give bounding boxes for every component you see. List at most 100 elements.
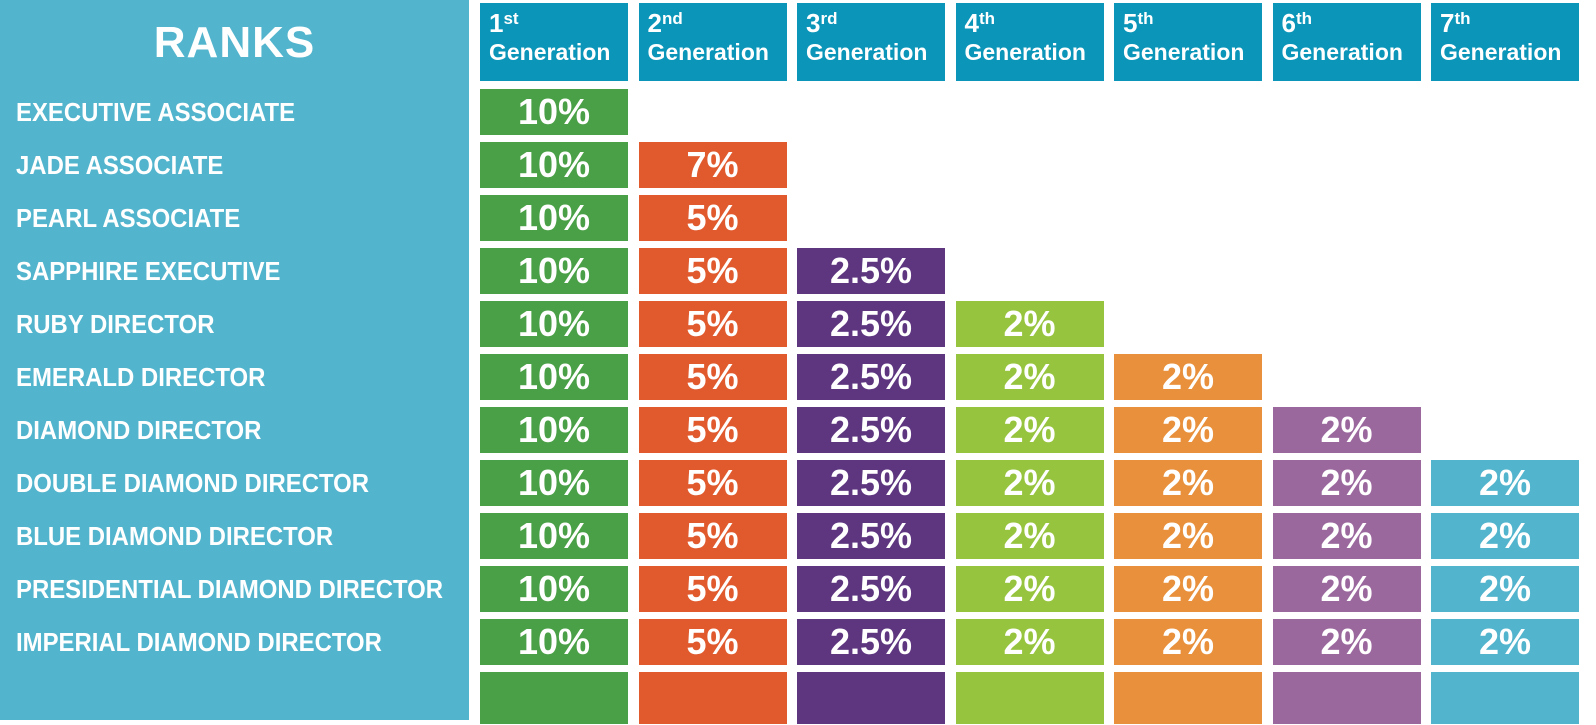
footer-color-block — [1114, 672, 1262, 724]
commission-cell: 5% — [638, 301, 787, 347]
ordinal-number: 1 — [489, 8, 504, 38]
generation-word: Generation — [647, 39, 769, 65]
ranks-sidebar: RANKS EXECUTIVE ASSOCIATE JADE ASSOCIATE P… — [0, 0, 469, 720]
commission-cell: 10% — [480, 460, 628, 506]
rank-label: PRESIDENTIAL DIAMOND DIRECTOR — [16, 574, 444, 604]
commission-cell: 2.5% — [797, 566, 945, 612]
commission-cell: 2% — [1431, 460, 1579, 506]
commission-cell: 5% — [638, 354, 787, 400]
commission-cell: 2% — [955, 301, 1104, 347]
commission-cell: 2% — [955, 619, 1104, 665]
commission-cell: 2.5% — [797, 407, 945, 453]
generation-word: Generation — [1440, 39, 1562, 65]
rank-label: SAPPHIRE EXECUTIVE — [16, 256, 281, 286]
generation-header: 1st Generation — [480, 3, 628, 81]
ordinal-suffix: rd — [820, 9, 838, 28]
commission-cell: 2.5% — [797, 354, 945, 400]
generation-word: Generation — [1123, 39, 1245, 65]
commission-cell: 5% — [638, 248, 787, 294]
commission-cell: 5% — [638, 407, 787, 453]
ordinal-suffix: nd — [661, 9, 683, 28]
rank-label: DIAMOND DIRECTOR — [16, 415, 262, 445]
commission-cell: 10% — [480, 354, 628, 400]
commission-cell: 2% — [1114, 460, 1262, 506]
ordinal-number: 7 — [1440, 8, 1455, 38]
commission-cell: 2% — [955, 460, 1104, 506]
commission-cell: 2% — [955, 407, 1104, 453]
generation-ordinal: 3rd — [806, 9, 945, 37]
rank-label: RUBY DIRECTOR — [16, 309, 215, 339]
footer-color-block — [638, 672, 787, 724]
commission-cell: 10% — [480, 89, 628, 135]
commission-cell: 2% — [1272, 407, 1421, 453]
commission-cell: 2% — [1114, 619, 1262, 665]
commission-cell: 2% — [955, 513, 1104, 559]
generation-word: Generation — [1281, 39, 1403, 65]
generation-header: 6th Generation — [1272, 3, 1421, 81]
generation-header: 3rd Generation — [797, 3, 945, 81]
ordinal-suffix: th — [1137, 9, 1154, 28]
commission-cell: 2% — [1431, 619, 1579, 665]
commission-cell: 10% — [480, 513, 628, 559]
ordinal-number: 3 — [806, 8, 821, 38]
ordinal-number: 2 — [647, 8, 662, 38]
footer-color-block — [797, 672, 945, 724]
rank-label: DOUBLE DIAMOND DIRECTOR — [16, 468, 370, 498]
generation-word: Generation — [806, 39, 928, 65]
rank-label: PEARL ASSOCIATE — [16, 203, 241, 233]
rank-label: IMPERIAL DIAMOND DIRECTOR — [16, 627, 382, 657]
commission-cell: 2% — [1114, 566, 1262, 612]
commission-cell: 2% — [1114, 407, 1262, 453]
generation-header: 2nd Generation — [638, 3, 787, 81]
commission-cell: 2.5% — [797, 513, 945, 559]
commission-cell: 2% — [1114, 354, 1262, 400]
commission-cell: 2% — [1272, 460, 1421, 506]
ordinal-number: 4 — [964, 8, 979, 38]
commission-cell: 2% — [1431, 566, 1579, 612]
footer-color-block — [1272, 672, 1421, 724]
generation-header: 7th Generation — [1431, 3, 1579, 81]
ranks-title: RANKS — [153, 18, 316, 67]
generation-word: Generation — [964, 39, 1086, 65]
commission-cell: 2% — [955, 566, 1104, 612]
ordinal-suffix: st — [503, 9, 519, 28]
generation-ordinal: 7th — [1440, 9, 1579, 37]
rank-label: EMERALD DIRECTOR — [16, 362, 266, 392]
ordinal-suffix: th — [978, 9, 996, 28]
rank-label: BLUE DIAMOND DIRECTOR — [16, 521, 334, 551]
commission-cell: 10% — [480, 566, 628, 612]
ordinal-suffix: th — [1295, 9, 1313, 28]
commission-cell: 2% — [1114, 513, 1262, 559]
commission-cell: 2% — [1272, 566, 1421, 612]
generation-header: 4th Generation — [955, 3, 1104, 81]
commission-cell: 5% — [638, 460, 787, 506]
commission-cell: 2% — [1272, 619, 1421, 665]
commission-cell: 10% — [480, 301, 628, 347]
generation-ordinal: 1st — [489, 9, 628, 37]
footer-color-block — [480, 672, 628, 724]
generation-word: Generation — [489, 39, 611, 65]
ordinal-number: 6 — [1281, 8, 1296, 38]
commission-cell: 5% — [638, 566, 787, 612]
footer-color-block — [955, 672, 1104, 724]
commission-cell: 5% — [638, 513, 787, 559]
commission-cell: 5% — [638, 195, 787, 241]
commission-cell: 2% — [1272, 513, 1421, 559]
commission-cell: 10% — [480, 142, 628, 188]
footer-color-block — [1431, 672, 1579, 724]
ordinal-suffix: th — [1454, 9, 1471, 28]
rank-label: JADE ASSOCIATE — [16, 150, 224, 180]
commission-cell: 2.5% — [797, 301, 945, 347]
commission-cell: 10% — [480, 407, 628, 453]
commission-cell: 10% — [480, 195, 628, 241]
commission-cell: 2.5% — [797, 248, 945, 294]
commission-cell: 7% — [638, 142, 787, 188]
ordinal-number: 5 — [1123, 8, 1138, 38]
commission-cell: 2% — [1431, 513, 1579, 559]
generation-ordinal: 5th — [1123, 9, 1262, 37]
commission-cell: 5% — [638, 619, 787, 665]
generation-ordinal: 6th — [1282, 9, 1421, 37]
generation-ordinal: 4th — [965, 9, 1104, 37]
generation-header: 5th Generation — [1114, 3, 1262, 81]
commission-cell: 2.5% — [797, 460, 945, 506]
